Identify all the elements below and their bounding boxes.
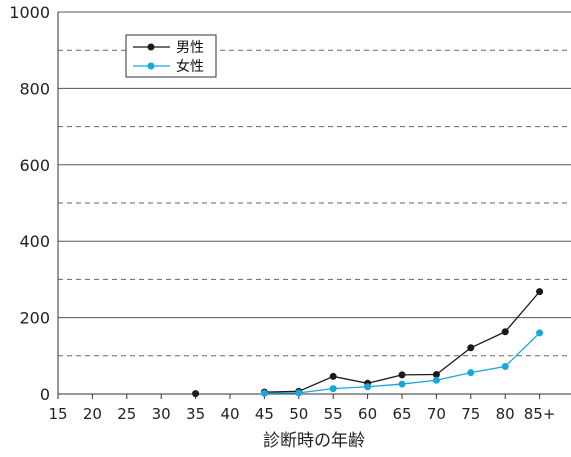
series-line-segment	[436, 347, 472, 376]
x-tick-label: 60	[358, 405, 377, 423]
data-point	[329, 385, 337, 393]
data-point	[329, 372, 337, 380]
y-tick-label: 200	[19, 309, 50, 328]
legend-marker-male	[147, 43, 155, 51]
data-point	[536, 288, 544, 296]
series-line-segment	[298, 388, 334, 394]
data-point	[432, 376, 440, 384]
series-line-segment	[333, 386, 368, 390]
x-tick-label: 25	[117, 405, 136, 423]
data-point	[501, 362, 509, 370]
legend: 男性 女性	[125, 34, 217, 78]
series-line-segment	[470, 365, 506, 374]
series-line-segment	[401, 379, 437, 385]
x-axis-title: 診断時の年齢	[263, 431, 365, 451]
data-point	[432, 371, 440, 379]
legend-label-female: 女性	[176, 58, 204, 75]
series-line-segment	[470, 331, 506, 349]
y-tick-label: 600	[19, 156, 50, 175]
data-point	[295, 389, 303, 397]
data-point	[501, 328, 509, 336]
x-tick-label: 40	[220, 405, 239, 423]
x-tick-label: 15	[48, 405, 67, 423]
legend-marker-female	[147, 62, 155, 70]
y-tick-label: 400	[19, 232, 50, 251]
data-point	[398, 371, 406, 379]
data-point	[536, 329, 544, 337]
data-point	[364, 383, 372, 391]
series-line-segment	[504, 291, 541, 333]
y-tick-labels: 0 200 400 600 800 1000	[9, 3, 50, 404]
axes	[57, 12, 571, 395]
series-line-segment	[504, 332, 541, 367]
y-tick-label: 1000	[9, 3, 50, 22]
series-layer	[192, 288, 544, 398]
data-point	[192, 390, 200, 398]
x-tick-label: 30	[152, 405, 171, 423]
x-tick-label: 50	[289, 405, 308, 423]
y-tick-label: 800	[19, 79, 50, 98]
x-tick-label: 35	[186, 405, 205, 423]
data-point	[398, 380, 406, 388]
legend-box	[125, 34, 217, 78]
x-tick-label: 70	[427, 405, 446, 423]
series-line-segment	[298, 375, 334, 392]
series-line-segment	[333, 375, 368, 384]
series-line-segment	[367, 383, 403, 388]
x-tick-label: 20	[83, 405, 102, 423]
data-point	[260, 389, 268, 397]
x-tick-label: 75	[461, 405, 480, 423]
series-female	[260, 329, 544, 397]
x-tick-label: 55	[324, 405, 343, 423]
x-tick-labels: 15 20 25 30 35 40 45 50 55 60 65 70 75 80 85+	[48, 394, 555, 423]
data-point	[467, 369, 475, 377]
x-tick-label: 85+	[524, 405, 556, 423]
x-tick-label: 80	[496, 405, 515, 423]
series-line-segment	[264, 390, 299, 393]
series-line-segment	[436, 371, 471, 381]
series-male	[192, 288, 544, 398]
gridlines	[58, 11, 571, 357]
data-point	[467, 344, 475, 352]
legend-label-male: 男性	[176, 40, 204, 56]
series-line-segment	[367, 374, 403, 384]
x-tick-label: 45	[255, 405, 274, 423]
y-tick-label: 0	[40, 385, 50, 404]
x-tick-label: 65	[392, 405, 411, 423]
